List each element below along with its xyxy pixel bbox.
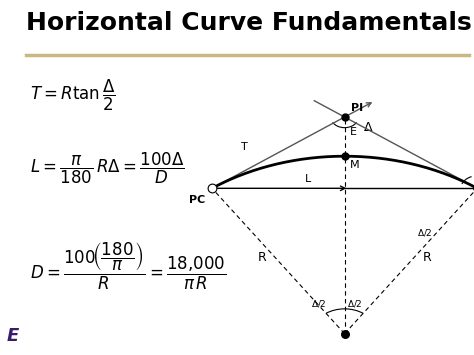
Point (208, 185, 216, 191)
Text: T: T (241, 142, 247, 152)
Point (341, 114, 348, 120)
Text: $\Delta$: $\Delta$ (363, 121, 374, 133)
Point (208, 185, 216, 191)
Text: E: E (7, 327, 19, 345)
Text: $T = R\tan\dfrac{\Delta}{2}$: $T = R\tan\dfrac{\Delta}{2}$ (30, 78, 116, 114)
Text: Horizontal Curve Fundamentals: Horizontal Curve Fundamentals (26, 11, 472, 35)
Text: R: R (258, 251, 267, 264)
Text: PI: PI (351, 103, 363, 113)
Text: E: E (350, 127, 357, 137)
Text: $L = \dfrac{\pi}{180}\,R\Delta = \dfrac{100\Delta}{D}$: $L = \dfrac{\pi}{180}\,R\Delta = \dfrac{… (30, 151, 185, 186)
Text: R: R (422, 251, 431, 264)
Text: PC: PC (189, 195, 205, 205)
Text: M: M (350, 160, 360, 170)
Text: $\Delta/2$: $\Delta/2$ (417, 227, 432, 238)
Point (341, 153, 348, 159)
Text: L: L (305, 174, 311, 184)
Text: $\Delta/2$: $\Delta/2$ (347, 298, 363, 309)
Text: $\Delta/2$: $\Delta/2$ (310, 298, 326, 309)
Text: $D = \dfrac{100\!\left(\dfrac{180}{\pi}\right)}{R} = \dfrac{18{,}000}{\pi\, R}$: $D = \dfrac{100\!\left(\dfrac{180}{\pi}\… (30, 241, 227, 292)
Point (341, 331, 348, 337)
